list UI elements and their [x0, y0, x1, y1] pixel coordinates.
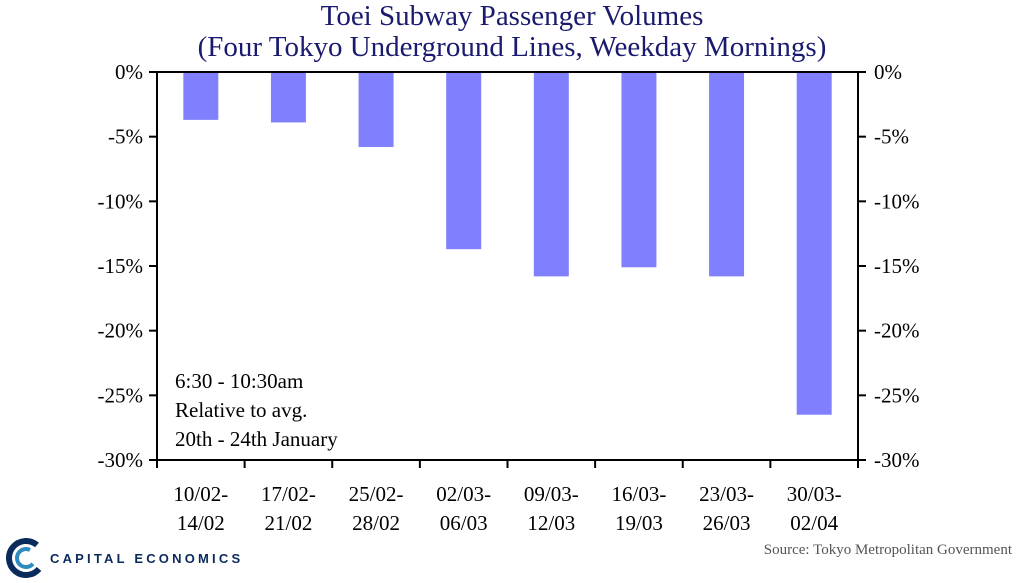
x-tick-label: 02/04 [790, 511, 838, 535]
y-tick-label-left: -20% [98, 319, 144, 343]
x-tick-label: 17/02- [261, 482, 316, 506]
y-tick-label-left: -25% [98, 383, 144, 407]
x-tick-label: 25/02- [349, 482, 404, 506]
x-tick-label: 26/03 [703, 511, 751, 535]
x-tick-label: 19/03 [615, 511, 663, 535]
y-tick-label-left: -30% [98, 448, 144, 472]
logo-text: CAPITAL ECONOMICS [50, 550, 244, 566]
bar [358, 72, 394, 148]
y-tick-label-right: -15% [874, 254, 920, 278]
capital-economics-logo: CAPITAL ECONOMICS [6, 536, 243, 580]
chart-subtitle: (Four Tokyo Underground Lines, Weekday M… [197, 31, 827, 63]
y-tick-label-right: -30% [874, 448, 920, 472]
bar [270, 72, 306, 123]
y-tick-label-left: -10% [98, 189, 144, 213]
y-tick-label-right: -5% [874, 125, 909, 149]
bar [796, 72, 832, 415]
bar [183, 72, 219, 120]
y-tick-label-right: -25% [874, 383, 920, 407]
bar [709, 72, 745, 277]
bar [446, 72, 482, 250]
x-tick-label: 14/02 [177, 511, 225, 535]
x-tick-label: 10/02- [173, 482, 228, 506]
y-tick-label-left: -5% [108, 125, 143, 149]
y-tick-label-left: 0% [115, 60, 143, 84]
y-tick-label-right: -20% [874, 319, 920, 343]
x-tick-label: 21/02 [265, 511, 313, 535]
x-tick-label: 12/03 [527, 511, 575, 535]
bar [621, 72, 657, 268]
y-tick-label-right: 0% [874, 60, 902, 84]
annotation-line: 20th - 24th January [175, 427, 338, 451]
y-tick-label-left: -15% [98, 254, 144, 278]
x-tick-label: 28/02 [352, 511, 400, 535]
annotation-line: 6:30 - 10:30am [175, 369, 303, 393]
x-tick-label: 09/03- [524, 482, 579, 506]
x-tick-label: 16/03- [612, 482, 667, 506]
chart-title: Toei Subway Passenger Volumes [320, 0, 704, 32]
x-tick-label: 23/03- [699, 482, 754, 506]
y-tick-label-right: -10% [874, 189, 920, 213]
annotation-line: Relative to avg. [175, 398, 307, 422]
source-note: Source: Tokyo Metropolitan Government [763, 542, 1012, 558]
x-tick-label: 06/03 [440, 511, 488, 535]
logo-icon [6, 538, 44, 578]
x-tick-label: 02/03- [436, 482, 491, 506]
x-tick-label: 30/03- [787, 482, 842, 506]
bar [533, 72, 569, 277]
